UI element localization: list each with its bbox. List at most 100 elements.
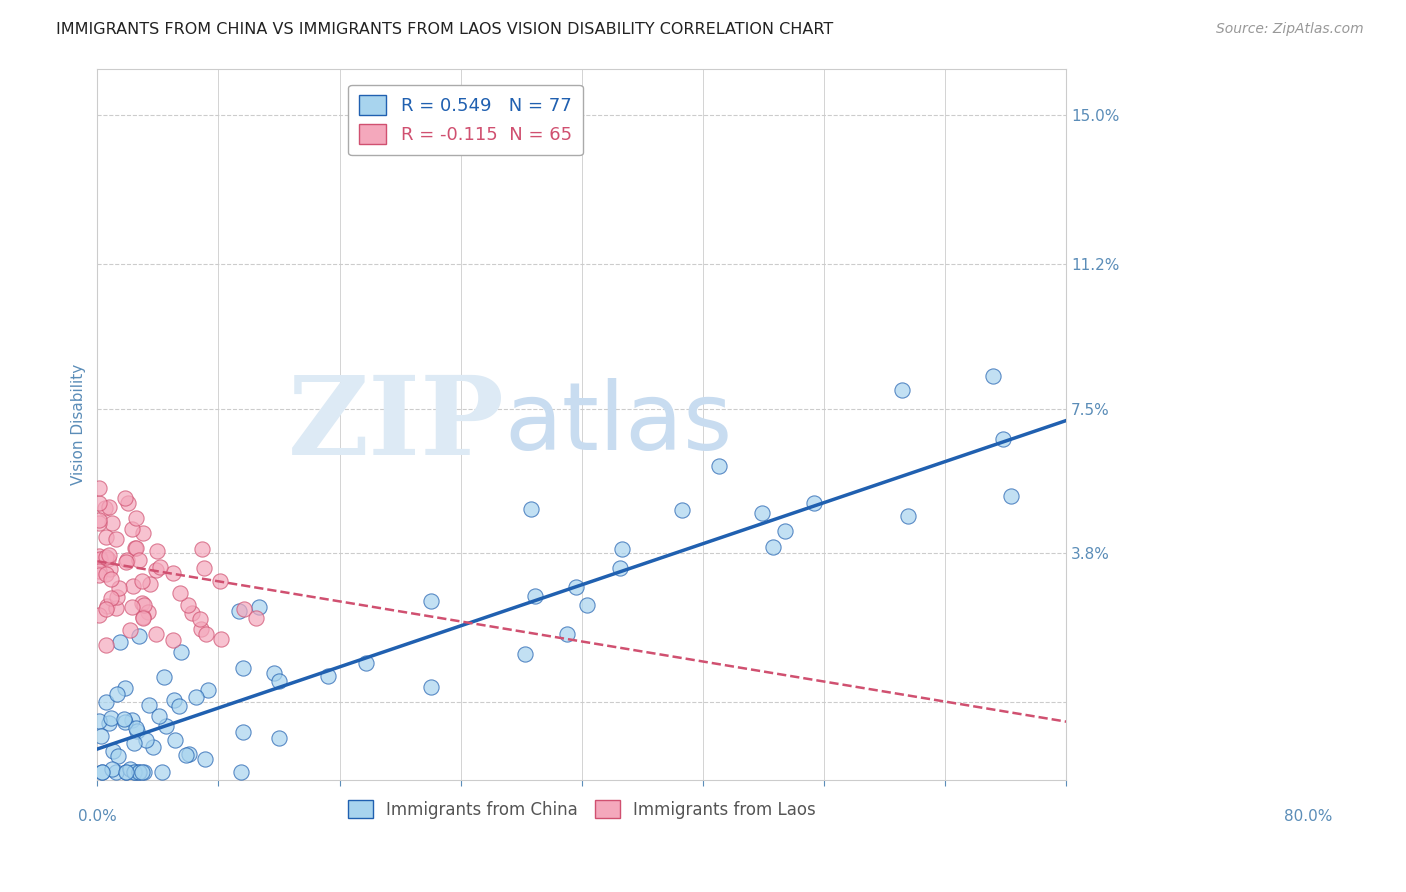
Point [145, 563, 167, 577]
Point [87, 513, 110, 527]
Point [121, 523, 143, 537]
Point [108, 581, 131, 595]
Point [263, 666, 285, 681]
Point [163, 693, 186, 707]
Point [87, 496, 110, 510]
Point [897, 509, 920, 524]
Point [146, 544, 169, 558]
Legend: Immigrants from China, Immigrants from Laos: Immigrants from China, Immigrants from L… [342, 793, 823, 825]
Point [420, 680, 443, 694]
Point [513, 647, 536, 661]
Point [128, 629, 150, 643]
Point [576, 598, 599, 612]
Point [98, 548, 121, 562]
Point [191, 542, 214, 557]
Point [228, 604, 250, 618]
Point [114, 555, 136, 569]
Point [87, 568, 110, 582]
Point [101, 516, 124, 531]
Text: IMMIGRANTS FROM CHINA VS IMMIGRANTS FROM LAOS VISION DISABILITY CORRELATION CHAR: IMMIGRANTS FROM CHINA VS IMMIGRANTS FROM… [56, 22, 834, 37]
Point [170, 645, 193, 659]
Point [190, 622, 212, 636]
Point [127, 765, 149, 780]
Point [138, 698, 160, 712]
Point [118, 762, 141, 776]
Point [232, 724, 254, 739]
Point [131, 765, 153, 780]
Point [98, 716, 121, 731]
Point [249, 599, 271, 614]
Point [132, 526, 155, 541]
Point [148, 709, 170, 723]
Point [176, 598, 198, 612]
Y-axis label: Vision Disability: Vision Disability [72, 364, 86, 485]
Point [174, 747, 197, 762]
Point [209, 574, 232, 588]
Point [318, 669, 340, 683]
Point [610, 541, 633, 556]
Point [180, 606, 202, 620]
Point [94, 501, 117, 516]
Point [162, 633, 184, 648]
Text: 80.0%: 80.0% [1284, 809, 1333, 824]
Point [125, 723, 148, 738]
Point [991, 432, 1014, 446]
Point [773, 524, 796, 539]
Point [188, 612, 211, 626]
Point [100, 591, 122, 605]
Point [87, 714, 110, 728]
Point [124, 541, 146, 555]
Point [195, 627, 218, 641]
Point [105, 688, 128, 702]
Point [101, 762, 124, 776]
Point [132, 599, 155, 613]
Point [1000, 489, 1022, 503]
Point [114, 765, 136, 780]
Point [97, 552, 120, 566]
Text: ZIP: ZIP [288, 371, 505, 478]
Point [149, 559, 172, 574]
Point [165, 732, 187, 747]
Point [91, 765, 114, 780]
Point [751, 506, 773, 520]
Point [89, 551, 111, 566]
Point [229, 765, 252, 780]
Point [762, 541, 785, 555]
Point [114, 714, 136, 729]
Point [125, 541, 148, 556]
Point [197, 682, 219, 697]
Point [115, 765, 138, 780]
Point [122, 765, 145, 780]
Point [419, 594, 441, 608]
Point [232, 661, 254, 675]
Point [131, 611, 153, 625]
Point [94, 695, 117, 709]
Point [169, 585, 191, 599]
Point [114, 681, 136, 695]
Point [105, 591, 128, 605]
Point [89, 481, 111, 495]
Point [117, 496, 139, 510]
Point [122, 579, 145, 593]
Point [98, 500, 121, 514]
Point [142, 740, 165, 755]
Point [104, 601, 127, 615]
Point [128, 553, 150, 567]
Point [100, 572, 122, 586]
Point [128, 764, 150, 779]
Point [134, 732, 156, 747]
Point [94, 530, 117, 544]
Point [155, 718, 177, 732]
Point [104, 533, 127, 547]
Point [103, 744, 125, 758]
Point [267, 731, 290, 745]
Point [145, 626, 167, 640]
Point [139, 576, 162, 591]
Point [96, 599, 118, 614]
Text: atlas: atlas [505, 378, 733, 470]
Point [150, 765, 173, 780]
Point [90, 729, 112, 743]
Point [121, 714, 143, 728]
Point [267, 674, 290, 689]
Point [90, 765, 112, 780]
